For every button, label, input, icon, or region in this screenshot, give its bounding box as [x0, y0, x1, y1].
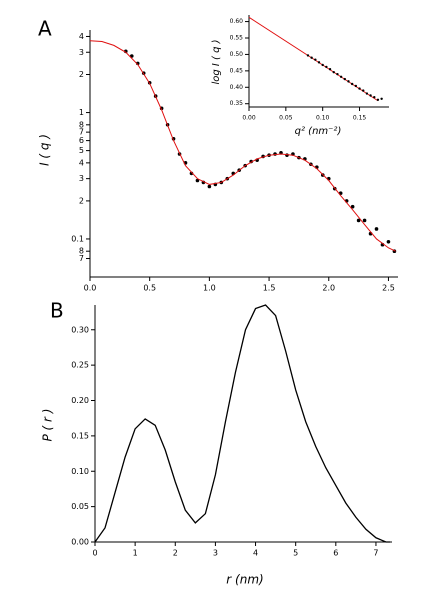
x-tick-label: 1.5: [263, 284, 276, 293]
x-tick-label: 2.0: [322, 284, 335, 293]
y-tick-label: 5: [79, 146, 84, 155]
y-tick-label: 3: [79, 174, 84, 183]
x-tick-label: 0.15: [353, 115, 367, 122]
y-tick-label: 0.35: [230, 100, 244, 107]
y-tick-label: 0.60: [230, 18, 244, 25]
y-tick-label: 0.50: [230, 51, 244, 58]
data-point: [314, 58, 317, 61]
data-point: [347, 80, 350, 83]
y-tick-label: 0.15: [71, 431, 89, 440]
y-tick-label: 0.05: [71, 502, 89, 511]
data-point: [328, 68, 332, 71]
data-point: [350, 82, 354, 86]
x-tick-label: 0.05: [279, 115, 293, 122]
x-tick-label: 0.10: [316, 115, 330, 122]
x-tick-label: 0: [92, 549, 97, 558]
y-tick-label: 0.45: [230, 67, 244, 74]
curve: [94, 304, 390, 543]
data-point: [362, 218, 367, 223]
y-tick-label: 1: [79, 108, 84, 117]
data-point: [373, 95, 376, 99]
y-tick-label: 0.00: [71, 538, 89, 547]
curve: [89, 40, 396, 252]
y-tick-label: 0.20: [71, 396, 89, 405]
data-point: [321, 63, 324, 67]
x-tick-label: 5: [293, 549, 298, 558]
y-tick-label: 2: [79, 196, 84, 205]
x-tick-label: 2.5: [382, 284, 395, 293]
x-tick-label: 4: [253, 549, 258, 558]
data-point: [207, 184, 212, 189]
data-point: [336, 72, 339, 76]
panel-label: A: [38, 17, 52, 41]
data-point: [317, 61, 321, 64]
y-tick-label: 0.1: [71, 234, 84, 243]
data-point: [350, 204, 355, 209]
x-axis-label: r (nm): [226, 573, 263, 587]
y-tick-label: 4: [79, 32, 84, 41]
y-tick-label: 0.55: [230, 35, 244, 42]
data-point: [380, 97, 383, 100]
data-point: [325, 65, 328, 69]
data-point: [374, 227, 379, 231]
y-axis-label: log I ( q ): [211, 39, 222, 84]
y-tick-label: 0.25: [71, 361, 89, 370]
x-axis-label: q² (nm⁻²): [295, 126, 342, 137]
data-point: [310, 56, 313, 59]
x-tick-label: 3: [213, 549, 218, 558]
y-tick-label: 2: [79, 70, 84, 79]
data-point: [386, 239, 391, 244]
y-tick-label: 0.10: [71, 467, 89, 476]
data-point: [358, 87, 361, 90]
x-tick-label: 1.0: [203, 284, 216, 293]
data-point: [339, 75, 343, 78]
y-axis-label: I ( q ): [38, 134, 52, 166]
data-point: [365, 92, 369, 95]
data-point: [356, 218, 361, 223]
y-tick-label: 6: [79, 136, 84, 145]
y-tick-label: 0.40: [230, 84, 244, 91]
y-axis-label: P ( r ): [41, 409, 55, 442]
panel-label: B: [50, 299, 64, 323]
y-tick-label: 8: [79, 120, 84, 129]
data-point: [332, 70, 335, 74]
y-tick-label: 4: [79, 158, 84, 167]
x-tick-label: 0.00: [242, 115, 256, 122]
data-point: [306, 54, 310, 57]
data-point: [369, 94, 372, 97]
data-point: [376, 98, 380, 101]
data-point: [362, 89, 365, 92]
x-tick-label: 2: [173, 549, 178, 558]
x-tick-label: 7: [373, 549, 378, 558]
x-tick-label: 1: [133, 549, 138, 558]
y-tick-label: 7: [79, 128, 84, 137]
y-tick-label: 8: [79, 247, 84, 256]
x-tick-label: 0.0: [84, 284, 97, 293]
x-tick-label: 0.5: [143, 284, 156, 293]
y-tick-label: 0.30: [71, 325, 89, 334]
data-point: [354, 84, 358, 88]
data-point: [343, 77, 346, 81]
y-tick-label: 7: [79, 254, 84, 263]
x-tick-label: 6: [333, 549, 338, 558]
y-tick-label: 3: [79, 48, 84, 57]
